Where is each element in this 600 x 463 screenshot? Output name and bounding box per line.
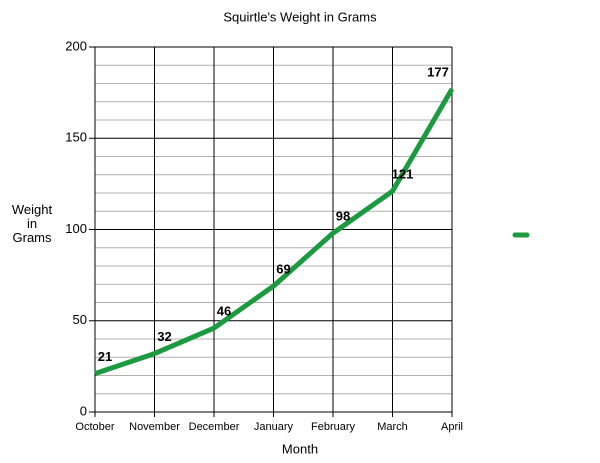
data-line [94,87,455,377]
data-label: 69 [276,262,290,277]
x-tick-label: April [441,421,463,433]
chart-title: Squirtle's Weight in Grams [223,9,377,24]
y-tick-label: 50 [73,312,87,327]
x-tick-label: October [75,421,114,433]
data-label: 98 [336,209,350,224]
data-label: 32 [157,329,171,344]
y-tick-label: 100 [65,221,87,236]
x-tick-label: January [254,421,294,433]
x-tick-label: December [189,421,240,433]
y-axis-label: Weight in Grams [11,202,53,245]
y-tick-label: 200 [65,38,87,53]
y-tick-label: 150 [65,130,87,145]
data-label: 21 [98,349,112,364]
x-axis-label: Month [282,441,318,456]
x-tick-label: March [377,421,408,433]
x-tick-label: February [311,421,356,433]
data-label: 177 [427,64,449,79]
data-label: 46 [217,303,231,318]
x-tick-label: November [129,421,180,433]
y-tick-label: 0 [80,403,87,418]
data-label: 121 [392,167,414,182]
